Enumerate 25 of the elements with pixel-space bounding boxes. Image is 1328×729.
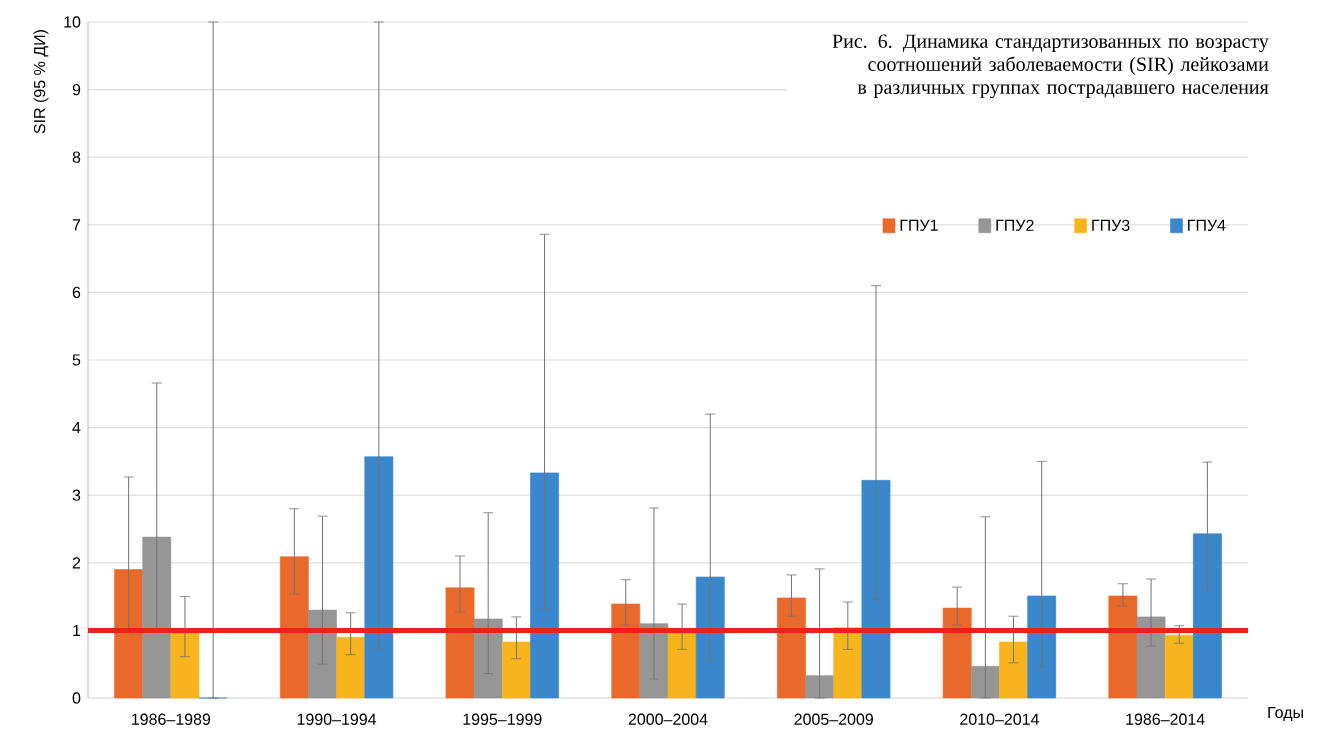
legend-label: ГПУ3: [1092, 219, 1130, 232]
y-tick-label: 3: [72, 489, 81, 501]
x-tick-label: 2000–2004: [628, 713, 708, 725]
x-tick-label: 1995–1999: [463, 713, 542, 725]
x-tick-label: 1986–1989: [132, 713, 211, 725]
y-tick-label: 1: [73, 624, 81, 636]
x-tick-label: 2005–2009: [794, 713, 873, 725]
x-tick-label: 2010–2014: [960, 713, 1039, 725]
y-tick-label: 9: [72, 83, 81, 96]
x-axis-title: Годы: [1268, 706, 1303, 722]
y-tick-label: 10: [64, 16, 81, 28]
text: Рис. 6. Динамика стандартизованных по возрасту соотношений заболеваемости (SIR) лейкозами в различных группах пострадавшего населения: [832, 34, 1269, 99]
x-tick-label: 1990–1994: [297, 713, 377, 725]
y-tick-label: 8: [72, 151, 81, 163]
y-tick-label: 6: [72, 286, 81, 299]
legend-label: ГПУ4: [1188, 219, 1226, 231]
y-tick-label: 4: [72, 422, 81, 434]
y-axis-title: SIR (95 % ДИ): [33, 30, 49, 134]
x-tick-label: 1986–2014: [1126, 713, 1205, 725]
y-tick-label: 7: [72, 219, 81, 231]
legend-label: ГПУ1: [900, 219, 938, 231]
y-tick-label: 0: [72, 692, 81, 704]
y-tick-label: 2: [72, 557, 81, 569]
legend-label: ГПУ2: [996, 219, 1034, 232]
y-tick-label: 5: [72, 354, 81, 366]
